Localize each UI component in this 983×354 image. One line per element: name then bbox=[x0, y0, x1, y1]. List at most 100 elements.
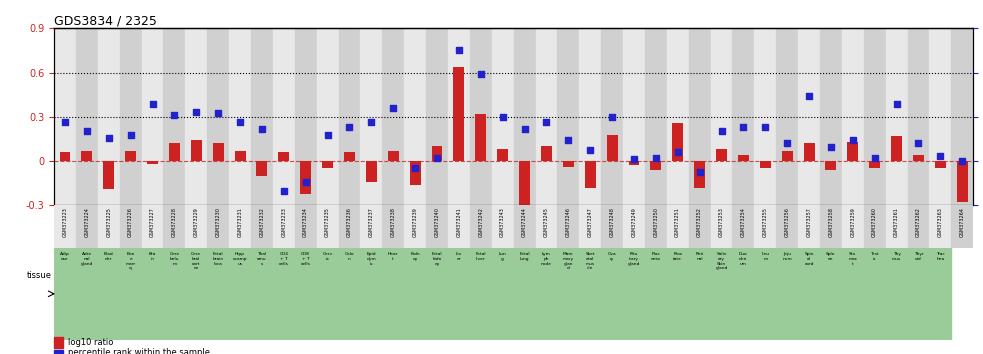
Point bbox=[407, 165, 423, 171]
Point bbox=[123, 132, 139, 137]
Bar bbox=[426, 248, 448, 340]
Bar bbox=[826, 161, 837, 170]
Text: log10 ratio: log10 ratio bbox=[68, 338, 113, 347]
Bar bbox=[711, 248, 732, 340]
Text: Sket
etal
mus
cle: Sket etal mus cle bbox=[586, 252, 595, 270]
Bar bbox=[404, 248, 426, 340]
Point bbox=[582, 148, 598, 153]
Bar bbox=[711, 205, 732, 248]
Point bbox=[385, 105, 401, 111]
Bar bbox=[781, 151, 792, 161]
Point bbox=[626, 156, 642, 162]
Bar bbox=[492, 205, 513, 248]
Bar bbox=[754, 28, 777, 205]
Text: GSM373226: GSM373226 bbox=[128, 207, 133, 237]
Point bbox=[101, 135, 117, 141]
Text: CD8
+ T
cells: CD8 + T cells bbox=[301, 252, 311, 266]
Text: GSM373236: GSM373236 bbox=[347, 207, 352, 237]
Point bbox=[823, 144, 838, 150]
Bar bbox=[338, 205, 361, 248]
Text: GSM373243: GSM373243 bbox=[500, 207, 505, 237]
Bar bbox=[54, 248, 76, 340]
Point bbox=[669, 149, 685, 155]
Point bbox=[57, 119, 73, 125]
Point bbox=[539, 119, 554, 125]
Bar bbox=[672, 123, 683, 161]
Text: GSM373251: GSM373251 bbox=[675, 207, 680, 237]
Bar bbox=[514, 28, 536, 205]
Bar bbox=[929, 205, 952, 248]
Bar bbox=[760, 161, 771, 169]
Bar bbox=[273, 28, 295, 205]
Bar bbox=[229, 28, 251, 205]
Bar bbox=[514, 248, 536, 340]
Point bbox=[319, 132, 335, 137]
Text: Pitu
itary
gland: Pitu itary gland bbox=[628, 252, 640, 266]
Bar bbox=[163, 28, 186, 205]
Bar bbox=[76, 248, 98, 340]
Bar bbox=[453, 67, 464, 161]
Bar bbox=[273, 205, 295, 248]
Bar bbox=[186, 28, 207, 205]
Bar bbox=[125, 151, 136, 161]
Text: Cere
bral
cort
ex: Cere bral cort ex bbox=[192, 252, 202, 270]
Point bbox=[605, 114, 620, 120]
Text: GSM373237: GSM373237 bbox=[369, 207, 374, 237]
Bar bbox=[841, 248, 864, 340]
Bar bbox=[54, 337, 63, 348]
Bar bbox=[623, 248, 645, 340]
Bar bbox=[929, 28, 952, 205]
Point bbox=[298, 179, 314, 185]
Bar bbox=[645, 28, 666, 205]
Text: Jeju
num: Jeju num bbox=[782, 252, 792, 261]
Bar bbox=[120, 28, 142, 205]
Bar bbox=[300, 161, 312, 194]
Bar bbox=[212, 143, 224, 161]
Bar bbox=[76, 28, 98, 205]
Bar bbox=[557, 205, 579, 248]
Bar bbox=[645, 248, 666, 340]
Bar bbox=[251, 205, 273, 248]
Text: GSM373224: GSM373224 bbox=[85, 207, 89, 237]
Text: Thy
mus: Thy mus bbox=[892, 252, 901, 261]
Text: GSM373252: GSM373252 bbox=[697, 207, 702, 237]
Bar bbox=[777, 28, 798, 205]
Point bbox=[735, 125, 751, 130]
Text: Trac
hea: Trac hea bbox=[936, 252, 945, 261]
Bar bbox=[103, 161, 114, 189]
Bar bbox=[257, 161, 267, 176]
Bar bbox=[557, 248, 579, 340]
Point bbox=[473, 72, 489, 77]
Bar bbox=[387, 151, 399, 161]
Bar bbox=[536, 205, 557, 248]
Bar bbox=[956, 161, 967, 202]
Bar bbox=[777, 205, 798, 248]
Bar bbox=[602, 248, 623, 340]
Bar bbox=[366, 161, 376, 182]
Bar bbox=[820, 205, 841, 248]
Bar bbox=[847, 142, 858, 161]
Bar bbox=[645, 205, 666, 248]
Text: Blad
der: Blad der bbox=[104, 252, 114, 261]
Bar bbox=[426, 205, 448, 248]
Text: Bon
e
marr
q: Bon e marr q bbox=[126, 252, 136, 270]
Bar bbox=[716, 149, 727, 161]
Bar bbox=[886, 205, 907, 248]
Point bbox=[342, 125, 358, 130]
Bar bbox=[492, 28, 513, 205]
Bar bbox=[295, 28, 317, 205]
Text: percentile rank within the sample: percentile rank within the sample bbox=[68, 348, 209, 354]
Bar bbox=[60, 152, 71, 161]
Text: GSM373228: GSM373228 bbox=[172, 207, 177, 237]
Text: GSM373254: GSM373254 bbox=[741, 207, 746, 237]
Text: Spin
al
cord: Spin al cord bbox=[804, 252, 814, 266]
Bar bbox=[251, 248, 273, 340]
Bar bbox=[602, 205, 623, 248]
Text: GSM373231: GSM373231 bbox=[238, 207, 243, 237]
Point bbox=[430, 155, 445, 160]
Text: GSM373233: GSM373233 bbox=[281, 207, 286, 237]
Bar bbox=[886, 28, 907, 205]
Bar bbox=[907, 248, 929, 340]
Bar bbox=[338, 248, 361, 340]
Text: GSM373240: GSM373240 bbox=[434, 207, 439, 237]
